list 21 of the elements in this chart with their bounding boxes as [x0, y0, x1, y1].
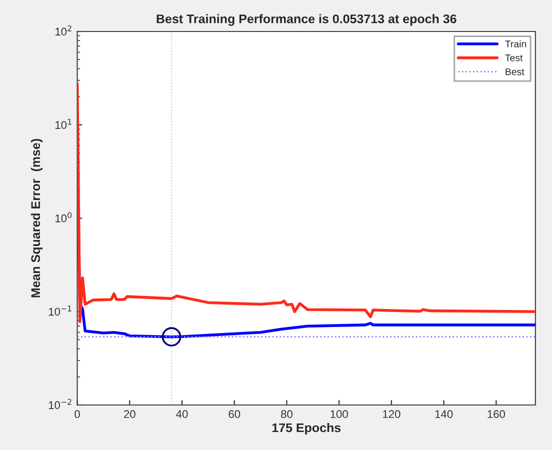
x-tick-label: 80 [281, 410, 292, 418]
x-tick-label: 40 [176, 410, 188, 418]
x-tick-label: 120 [383, 410, 400, 418]
y-tick-label: 10$^{1}$ [55, 118, 72, 129]
y-tick-label: 10$^{0}$ [55, 212, 72, 222]
legend-label: Test [505, 54, 523, 62]
x-tick-label: 160 [488, 410, 506, 418]
legend-label: Best [506, 68, 524, 76]
line-series [77, 82, 536, 324]
x-tick-label: 20 [124, 410, 136, 418]
y-tick-label: 10$^{−1}$ [48, 306, 72, 316]
x-tick-label: 0 [74, 410, 80, 418]
x-tick-label: 140 [435, 410, 453, 418]
x-tick-label: 100 [330, 410, 348, 418]
x-axis-title: 175 Epochs [272, 422, 341, 435]
y-axis-title: Mean Squared Error (mse) [30, 138, 43, 298]
y-tick-label: 10$^{−2}$ [48, 398, 72, 410]
legend-label: Train [505, 40, 526, 48]
y-tick-label: 10$^{2}$ [55, 25, 72, 36]
chart-title: Best Training Performance is 0.053713 at epoch 36 [156, 14, 456, 26]
x-tick-label: 60 [228, 410, 240, 418]
